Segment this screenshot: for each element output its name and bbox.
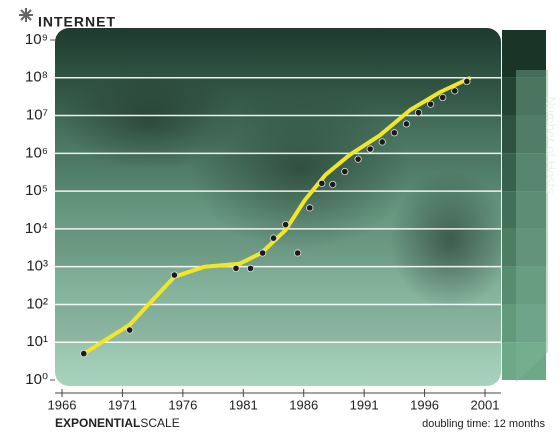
y-tick-label: 10⁴ [25, 220, 48, 237]
plot-band [55, 77, 501, 116]
y-axis-title: Number of Hosts [544, 96, 559, 194]
x-tick-label: 1966 [48, 397, 77, 412]
plot-band [55, 304, 501, 343]
data-point [451, 87, 459, 95]
scale-band [502, 342, 546, 380]
y-tick-label: 10⁸ [25, 69, 48, 86]
data-point [294, 249, 302, 257]
x-tick-label: 1986 [289, 397, 318, 412]
trend-line [82, 75, 472, 356]
y-tick-label: 10⁹ [25, 31, 48, 48]
data-point [354, 155, 362, 163]
scale-label-panel [516, 70, 548, 382]
x-tick-label: 1971 [108, 397, 137, 412]
y-tick-label: 10⁰ [25, 371, 48, 388]
scale-caption: EXPONENTIALSCALE [55, 416, 180, 430]
texture [390, 170, 510, 310]
data-point [80, 349, 88, 358]
data-point [414, 108, 423, 117]
scale-band [502, 304, 546, 343]
note: doubling time: 12 months [422, 418, 545, 430]
data-point [170, 271, 178, 279]
data-point [439, 93, 447, 102]
y-tick-label: 10⁵ [25, 182, 48, 199]
data-point [463, 77, 471, 86]
scale-band [502, 77, 546, 116]
data-point [269, 234, 278, 242]
data-point [318, 179, 326, 187]
data-point [246, 264, 255, 272]
data-point [390, 129, 398, 137]
data-point [281, 220, 290, 229]
scale-band [502, 30, 546, 78]
title-icon [19, 8, 33, 22]
scale-caption-bold: EXPONENTIAL [55, 416, 140, 430]
data-point [306, 204, 314, 212]
scale-band [502, 266, 546, 305]
data-point [232, 264, 240, 272]
x-tick-label: 1996 [410, 397, 439, 412]
texture [60, 70, 240, 170]
y-tick-label: 10⁶ [25, 144, 48, 161]
data-point [259, 249, 267, 257]
chart-title: INTERNET [38, 14, 116, 30]
scale-band [502, 191, 546, 229]
texture [190, 90, 410, 250]
x-tick-label: 2001 [471, 397, 500, 412]
data-point [427, 100, 435, 108]
data-point [366, 145, 374, 153]
scale-band [502, 153, 546, 192]
scale-band [502, 115, 546, 154]
color-scale [502, 30, 546, 380]
y-tick-label: 10² [26, 295, 48, 312]
scale-band [502, 228, 546, 267]
data-point [126, 326, 134, 334]
data-point [341, 167, 349, 176]
data-point [378, 138, 386, 146]
y-tick-label: 10¹ [26, 333, 48, 350]
plot-band [55, 153, 501, 192]
y-tick-label: 10³ [26, 258, 48, 275]
x-tick-label: 1976 [168, 397, 197, 412]
data-point [402, 120, 411, 128]
x-tick-label: 1991 [350, 397, 379, 412]
x-tick-label: 1981 [229, 397, 258, 412]
y-tick-label: 10⁷ [26, 107, 48, 124]
scale-caption-rest: SCALE [140, 416, 179, 430]
data-point [329, 180, 337, 189]
